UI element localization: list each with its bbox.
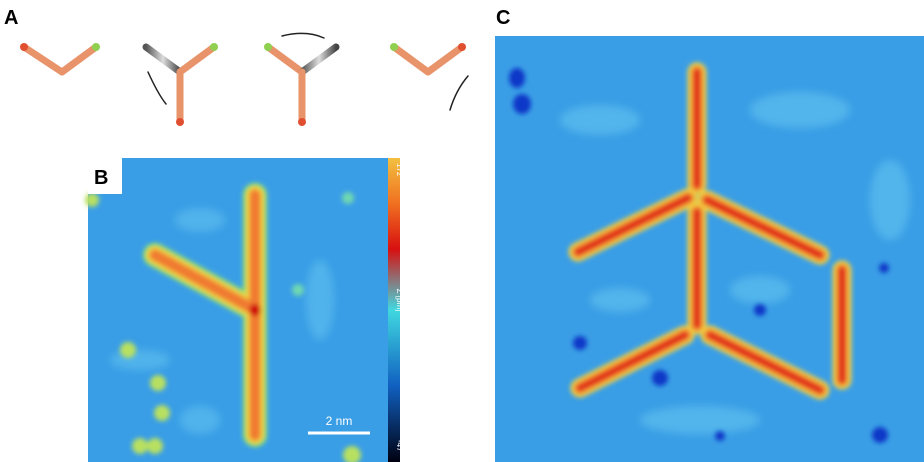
panel-label: A xyxy=(4,7,18,29)
molecule xyxy=(264,33,336,126)
stm-image-b: B 2 nm 172 Z [pm] -47 xyxy=(85,158,404,462)
scale-bar-label: 2 nm xyxy=(326,414,353,428)
colorbar-min: -47 xyxy=(395,440,404,452)
colorbar-max: 172 xyxy=(395,163,404,177)
stm-image-c xyxy=(495,36,924,462)
molecule xyxy=(390,43,468,120)
molecule xyxy=(146,43,218,126)
colorbar-label: Z [pm] xyxy=(395,289,404,312)
molecule-states xyxy=(20,33,468,126)
panel-label: C xyxy=(496,7,510,29)
molecule xyxy=(20,43,100,120)
panel-label: B xyxy=(94,167,108,189)
figure: A xyxy=(0,0,924,462)
